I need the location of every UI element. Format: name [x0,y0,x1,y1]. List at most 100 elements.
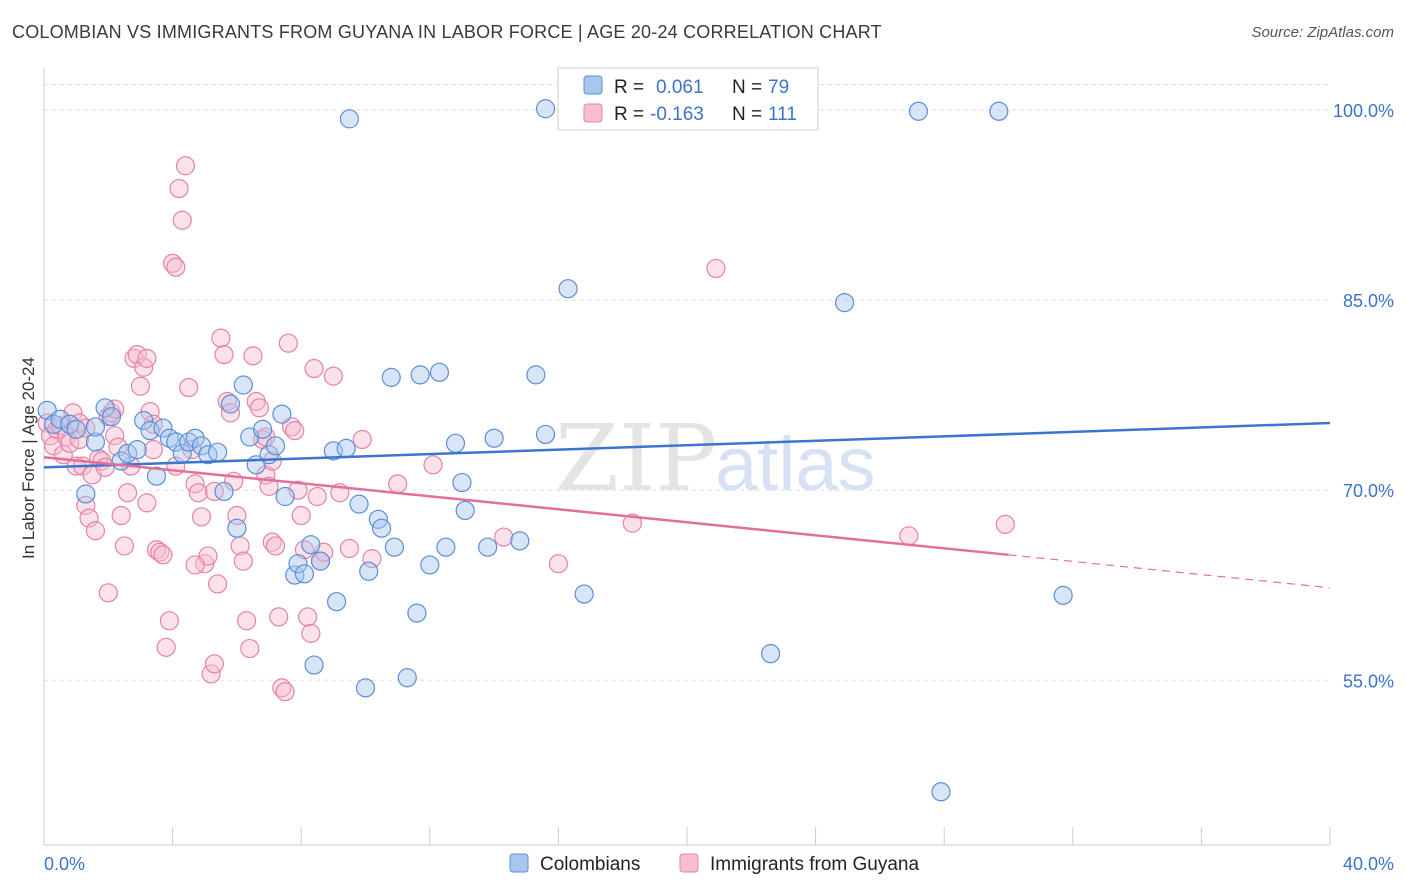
colombians-point-71 [834,293,855,313]
series-guyana-points [37,156,1015,702]
colombians-point-70 [760,644,781,664]
colombians-point-39 [301,535,321,555]
colombians-point-74 [989,101,1009,121]
guyana-point-13 [76,495,96,515]
guyana-point-84 [304,358,324,379]
colombians-point-38 [294,564,315,584]
colombians-point-11 [117,443,138,464]
guyana-point-99 [899,526,919,546]
guyana-trend-line [43,455,1009,557]
guyana-point-64 [240,638,260,659]
guyana-point-110 [185,555,205,575]
guyana-point-36 [150,542,170,562]
guyana-point-67 [249,398,270,418]
guyana-point-100 [995,514,1015,534]
trend-lines [43,421,1331,589]
y-tick-label-100: 100.0% [1333,101,1394,121]
guyana-point-55 [211,328,231,348]
colombians-point-53 [397,668,417,688]
guyana-point-45 [179,377,199,398]
guyana-point-54 [208,574,228,594]
guyana-point-81 [294,540,315,560]
colombians-point-52 [384,537,405,557]
colombians-point-28 [233,375,253,395]
y-tick-label-70: 70.0% [1343,481,1394,501]
guyana-point-22 [105,426,125,446]
guyana-point-88 [323,366,343,386]
guyana-point-57 [217,391,237,412]
colombians-point-2 [50,409,70,429]
colombians-point-34 [272,404,292,424]
y-axis-label: In Labor Force | Age 20-24 [19,357,38,559]
y-tick-label-55: 55.0% [1343,671,1394,691]
x-tick-label-max: 40.0% [1343,854,1394,874]
guyana-point-4 [50,415,70,436]
colombians-point-54 [407,603,427,623]
y-tick-label-85: 85.0% [1343,291,1394,311]
guyana-point-19 [95,457,115,477]
colombians-point-59 [445,433,466,453]
guyana-point-41 [166,257,186,277]
bottom-swatch-guyana [679,853,699,873]
guyana-point-32 [137,348,157,368]
colombians-point-44 [336,438,356,458]
guyana-point-63 [236,611,257,631]
watermark: ZIP atlas [555,405,876,512]
legend-swatch-colombians [583,75,603,95]
guyana-point-71 [262,532,282,552]
colombians-point-40 [304,655,324,675]
colombians-point-31 [253,419,273,439]
colombians-point-6 [85,432,106,452]
bottom-legend: Colombians Immigrants from Guyana [509,853,919,875]
colombians-point-21 [185,428,205,448]
guyana-point-106 [388,474,408,494]
guyana-point-56 [214,344,234,365]
guyana-point-85 [307,486,327,507]
legend-r-value-1: 0.061 [656,77,704,98]
colombians-point-41 [310,551,331,571]
axes: 55.0% 70.0% 85.0% 100.0% 0.0% 40.0% [43,68,1394,874]
chart-title: COLOMBIAN VS IMMIGRANTS FROM GUYANA IN L… [12,22,882,42]
guyana-point-108 [137,493,157,513]
colombians-point-75 [1053,585,1073,605]
legend-n-value-1: 79 [768,77,789,98]
guyana-point-26 [117,483,138,503]
colombians-point-61 [455,500,475,521]
guyana-trend-extension [1008,554,1331,589]
guyana-point-38 [156,637,176,657]
legend-n-value-2: 111 [768,104,797,125]
colombians-point-3 [60,414,80,434]
guyana-point-53 [204,654,224,674]
guyana-point-42 [169,178,189,199]
colombians-point-9 [101,407,122,427]
guyana-point-40 [163,253,183,273]
colombians-point-35 [275,486,295,507]
colombians-point-37 [288,554,308,574]
guyana-point-77 [281,417,302,437]
guyana-point-25 [114,536,134,556]
guyana-point-65 [243,346,263,366]
guyana-point-76 [278,333,298,353]
colombians-point-48 [359,561,379,581]
colombians-point-58 [436,537,456,557]
colombians-point-55 [410,365,430,385]
colombians-point-62 [478,537,498,557]
guyana-point-80 [291,505,311,526]
guyana-point-109 [98,583,118,603]
legend-r-value-2: -0.163 [650,104,704,125]
colombians-point-43 [326,592,347,612]
guyana-point-49 [191,507,212,527]
legend-swatch-guyana [583,103,603,123]
guyana-point-83 [301,623,321,643]
source-note: Source: ZipAtlas.com [1251,24,1394,41]
watermark-zip: ZIP [555,405,717,512]
guyana-point-24 [111,505,131,526]
legend-n-label-1: N = [732,77,762,98]
colombians-point-1 [44,414,64,434]
colombians-point-64 [510,531,530,551]
colombians-point-51 [381,367,401,387]
guyana-point-91 [362,549,382,569]
guyana-point-98 [706,258,726,279]
guyana-point-75 [275,682,295,702]
